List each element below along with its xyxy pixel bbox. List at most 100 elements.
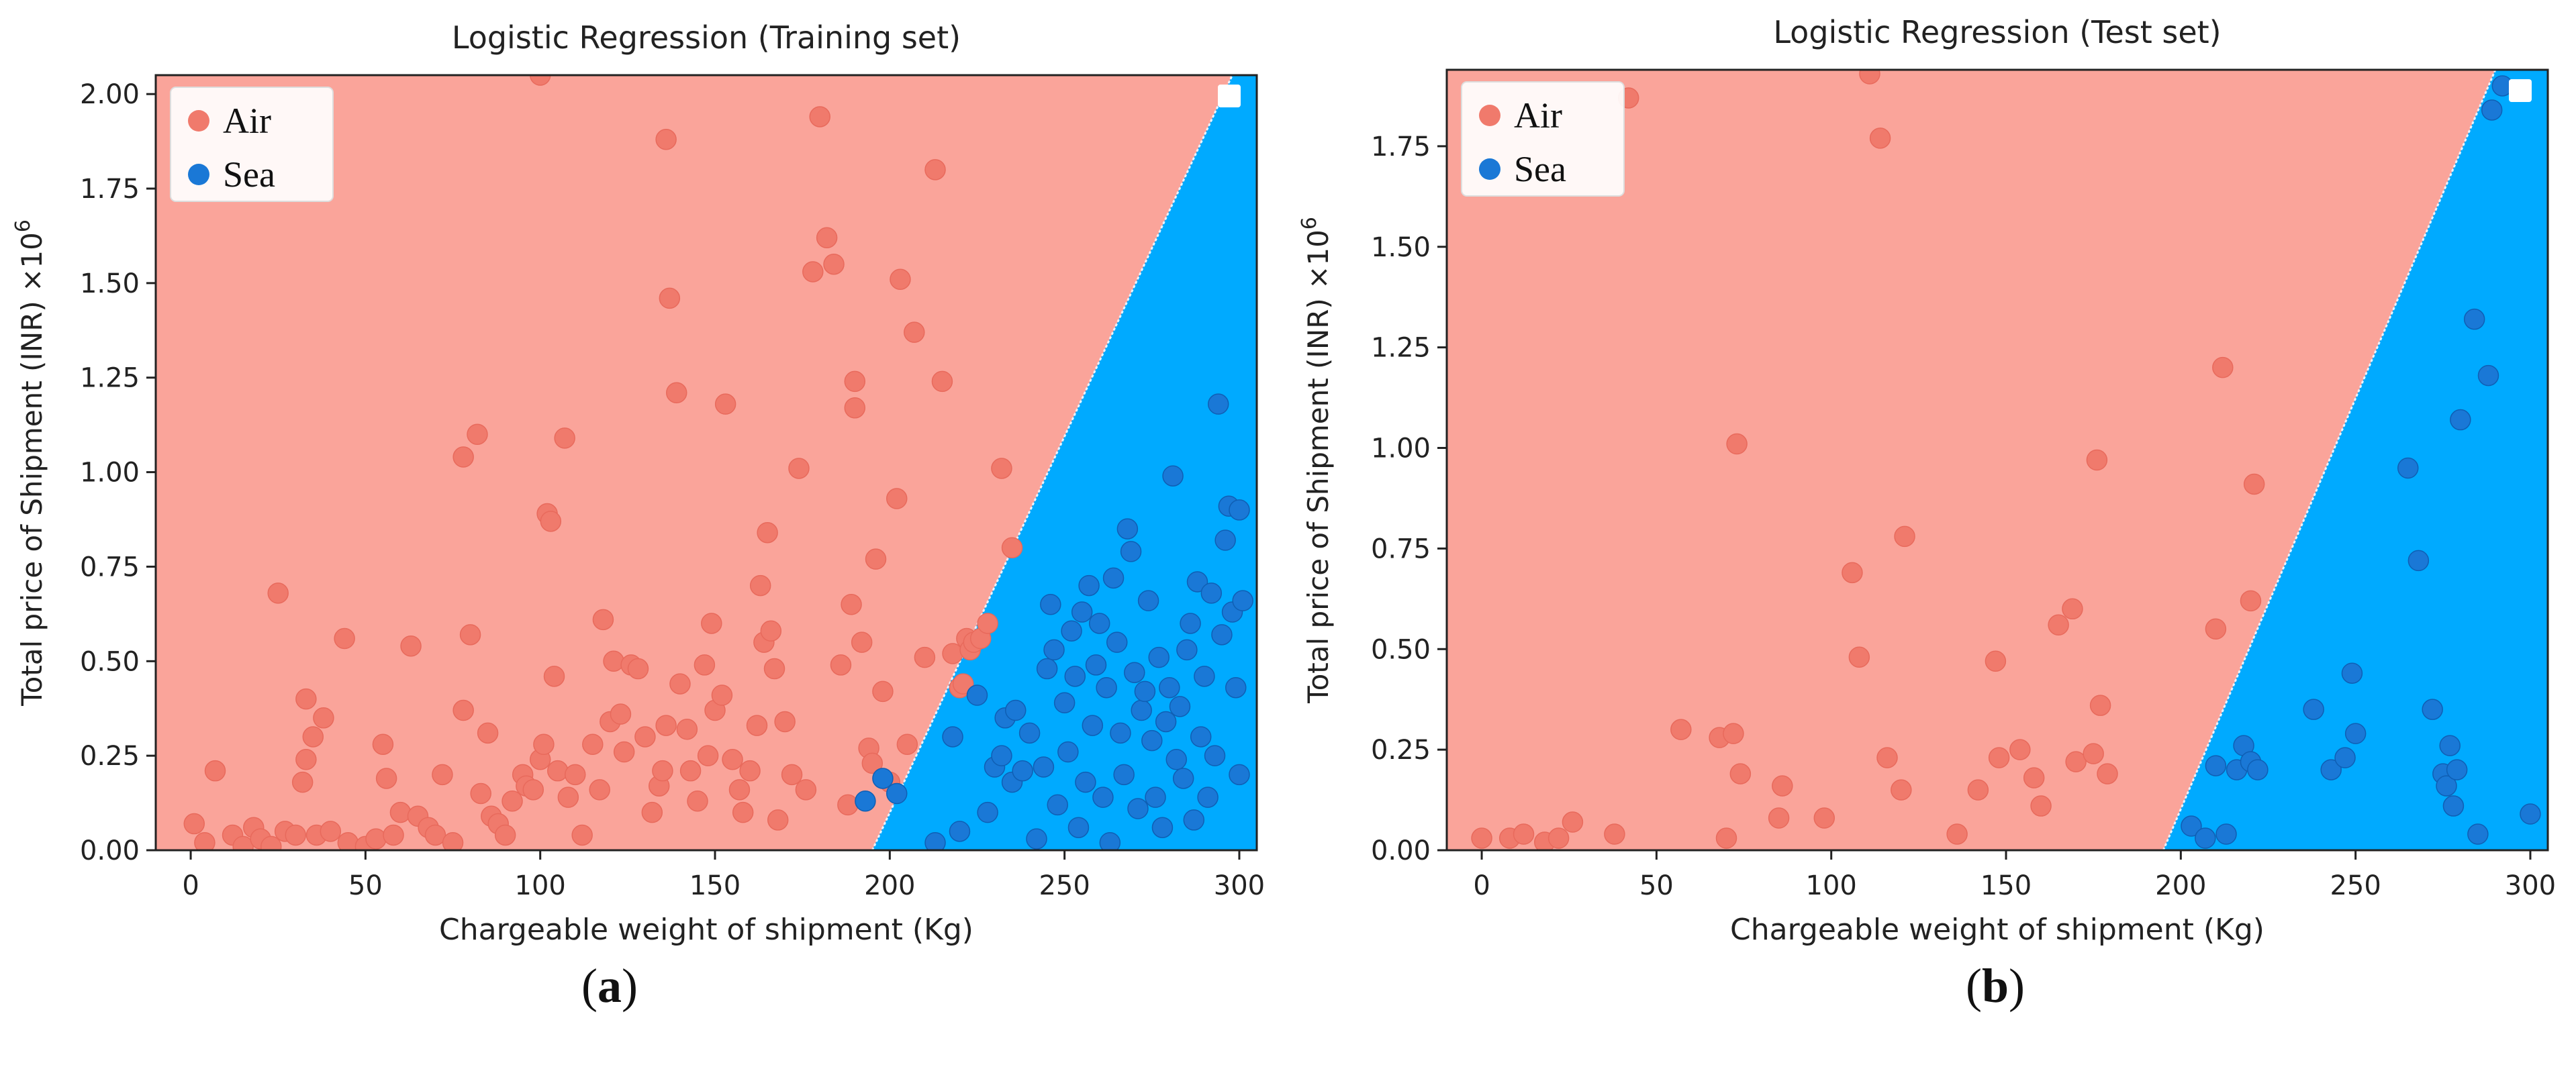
sea-region — [2163, 70, 2548, 850]
point-air — [809, 106, 830, 128]
corner-marker — [1218, 85, 1241, 107]
point-sea — [1148, 646, 1170, 668]
point-sea — [1043, 639, 1065, 661]
point-air — [732, 801, 754, 823]
point-air — [571, 824, 593, 846]
y-tick-label: 0.25 — [1371, 735, 1431, 766]
point-air — [232, 835, 254, 850]
point-air — [183, 813, 205, 835]
point-sea — [1071, 601, 1093, 623]
point-sea — [2477, 364, 2499, 387]
point-air — [872, 680, 894, 703]
y-tick-label: 1.00 — [1371, 434, 1431, 464]
point-sea — [1159, 676, 1180, 699]
point-air — [432, 764, 453, 786]
point-air — [546, 760, 569, 782]
point-sea — [1064, 666, 1086, 687]
point-air — [285, 824, 307, 846]
x-tick-label: 200 — [2155, 870, 2206, 901]
point-air — [795, 779, 817, 801]
point-sea — [991, 745, 1012, 766]
point-air — [2048, 614, 2069, 636]
point-air — [701, 613, 722, 634]
point-air — [914, 646, 936, 668]
point-sea — [1082, 715, 1104, 736]
point-air — [694, 654, 716, 676]
point-air — [627, 658, 649, 680]
decision-boundary — [2162, 70, 2497, 850]
point-sea — [2397, 457, 2419, 479]
point-air — [1946, 823, 1968, 845]
point-sea — [1134, 680, 1156, 703]
point-air — [977, 613, 998, 634]
x-tick-label: 150 — [1981, 870, 2032, 901]
point-air — [749, 574, 771, 597]
point-air — [389, 801, 412, 823]
point-air — [746, 715, 768, 736]
legend-label-sea: Sea — [223, 154, 275, 195]
point-air — [942, 643, 963, 664]
point-air — [1967, 779, 1989, 801]
point-sea — [1124, 662, 1145, 683]
point-air — [2205, 618, 2227, 640]
y-axis-label: Total price of Shipment (INR) ×106 — [1298, 217, 1335, 704]
y-tick-label: 1.00 — [80, 458, 140, 489]
legend-marker-air — [188, 110, 209, 132]
point-sea — [2181, 815, 2202, 837]
point-air — [652, 760, 673, 782]
legend-label-air: Air — [1514, 95, 1562, 136]
point-air — [1772, 775, 1793, 797]
point-sea — [1106, 631, 1128, 653]
point-air — [375, 768, 397, 789]
point-air — [665, 382, 687, 404]
point-sea — [1078, 574, 1100, 597]
point-air — [837, 794, 859, 816]
point-sea — [1197, 786, 1219, 808]
point-sea — [1229, 499, 1250, 521]
point-air — [816, 227, 838, 249]
y-tick-label: 1.75 — [1371, 132, 1431, 162]
point-air — [890, 268, 911, 290]
point-air — [1001, 537, 1023, 559]
y-tick-label: 1.25 — [1371, 333, 1431, 364]
legend-marker-air — [1479, 105, 1500, 126]
point-air — [1670, 719, 1692, 740]
point-air — [886, 488, 908, 509]
point-air — [194, 831, 216, 850]
point-air — [1985, 650, 2007, 672]
point-sea — [872, 768, 894, 789]
point-air — [714, 393, 736, 415]
point-air — [711, 684, 733, 706]
point-sea — [2407, 550, 2430, 572]
point-air — [676, 718, 698, 740]
point-air — [295, 688, 317, 710]
point-air — [1562, 811, 1584, 833]
point-air — [603, 650, 624, 672]
point-air — [582, 733, 604, 755]
point-air — [442, 831, 464, 850]
point-air — [760, 620, 782, 642]
point-sea — [1214, 529, 1236, 551]
point-air — [529, 75, 551, 86]
point-sea — [2195, 827, 2216, 849]
x-tick-label: 200 — [864, 870, 915, 901]
point-air — [844, 397, 866, 419]
point-air — [767, 809, 789, 831]
point-sea — [886, 782, 908, 805]
point-air — [2212, 356, 2234, 378]
point-sea — [1225, 676, 1247, 699]
point-air — [565, 764, 586, 786]
point-air — [372, 733, 394, 755]
point-air — [2243, 473, 2265, 495]
point-sea — [1204, 745, 1226, 766]
point-sea — [1151, 817, 1174, 838]
point-sea — [2344, 723, 2367, 744]
point-air — [540, 511, 562, 532]
point-sea — [1176, 639, 1198, 661]
point-sea — [2467, 823, 2489, 845]
point-sea — [1180, 613, 1201, 634]
point-air — [2023, 767, 2045, 788]
point-sea — [1232, 590, 1253, 611]
point-sea — [1092, 786, 1114, 808]
